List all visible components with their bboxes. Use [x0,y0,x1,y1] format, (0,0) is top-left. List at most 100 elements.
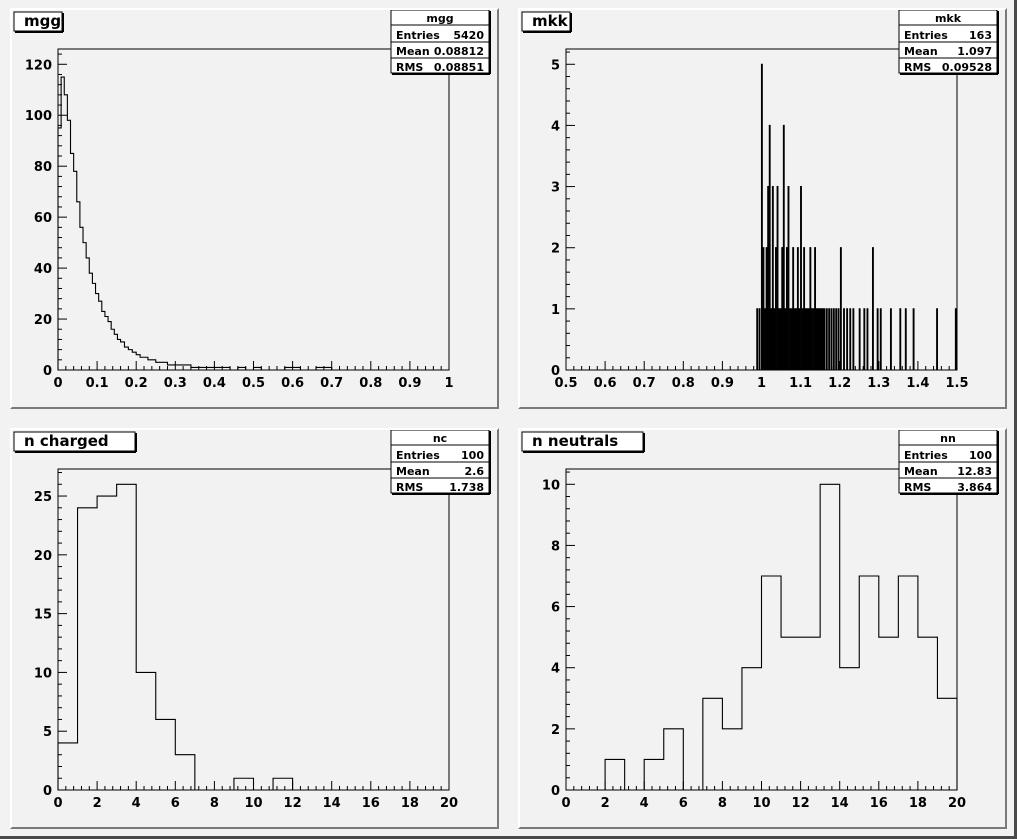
stats-label: Mean [904,45,938,58]
y-tick-label: 100 [25,109,52,124]
chart-title: mkk [532,12,569,30]
x-tick-label: 18 [401,796,419,811]
y-tick-label: 10 [34,666,52,681]
x-tick-label: 0.9 [711,376,734,391]
x-tick-label: 0 [561,796,570,811]
pad-n-charged: 0 2 4 6 8 10 12 14 16 18 20 0 5 10 15 20 25 n charged nc En… [10,428,499,829]
histogram-bin [837,308,840,370]
histogram-bin [852,308,855,370]
stats-value: 12.83 [957,465,992,478]
histogram-bin [936,308,938,370]
chart-title: mgg [24,12,61,30]
histogram-bin [866,308,869,370]
histogram-bin [789,308,791,370]
histogram-bin [825,308,828,370]
pad-mkk: 0.5 0.6 0.7 0.8 0.9 1 1.1 1.2 1.3 1.4 1.5 0 1 2 3 4 5 mkk… [518,8,1007,409]
y-tick-label: 0 [43,364,52,379]
stats-value: 2.6 [465,465,485,478]
histogram-bin [771,186,774,370]
x-tick-label: 12 [792,796,810,811]
x-tick-label: 0.3 [164,376,187,391]
histogram-bin [832,308,835,370]
histogram-bin [843,308,845,370]
y-tick-label: 80 [34,160,52,175]
chart-title: n neutrals [532,432,618,450]
histogram-bin [821,308,824,370]
x-tick-label: 0.8 [359,376,382,391]
histogram-bin [785,247,788,370]
histogram-bin [775,247,777,370]
y-tick-label: 60 [34,211,52,226]
histogram-bin [810,308,813,370]
histogram-bin [776,186,779,370]
histogram-bin [846,308,849,370]
histogram-bin [879,308,882,370]
histogram-n-charged: 0 2 4 6 8 10 12 14 16 18 20 0 5 10 15 20 25 n charged nc En… [13,429,491,811]
histogram-bin [804,308,807,370]
x-tick-label: 0.6 [281,376,304,391]
x-tick-label: 20 [440,796,458,811]
histogram-bin [784,308,787,370]
x-tick-label: 0.8 [672,376,695,391]
stats-value: 1.738 [449,481,484,494]
histogram-bin [858,308,861,370]
histogram-bin [823,308,826,370]
x-tick-label: 0 [53,376,62,391]
y-tick-label: 5 [43,725,52,740]
pad-n-neutrals: 0 2 4 6 8 10 12 14 16 18 20 0 2 4 6 8 10 n neutrals nn Entr… [518,428,1007,829]
stats-value: 163 [969,29,992,42]
x-tick-label: 0.6 [594,376,617,391]
y-tick-label: 0 [551,364,560,379]
histogram-bin [764,308,766,370]
histogram-bin [787,186,790,370]
histogram-bin [818,308,821,370]
histogram-bin [806,308,809,370]
x-tick-label: 1.3 [867,376,890,391]
y-tick-label: 2 [551,242,560,257]
histogram-bin [782,124,785,370]
y-tick-label: 6 [551,601,560,616]
histogram-bin [815,308,818,370]
x-tick-label: 14 [831,796,849,811]
stats-value: 0.08851 [434,61,484,74]
histogram-outline [566,483,958,791]
stats-label: RMS [904,481,931,494]
y-tick-label: 0 [551,784,560,799]
stats-label: Entries [904,449,948,462]
stats-name: nn [940,432,956,445]
histogram-bin [756,308,759,370]
histogram-bin [768,124,771,370]
stats-label: RMS [396,481,423,494]
y-tick-label: 15 [34,608,52,623]
histogram-bin [904,308,907,370]
histogram-bin [807,308,810,370]
histogram-bin [889,308,892,370]
histogram-bin [954,308,957,370]
histogram-bin [762,247,765,370]
x-tick-label: 16 [362,796,380,811]
stats-label: Entries [904,29,948,42]
x-tick-label: 1.2 [828,376,851,391]
x-tick-label: 0.1 [86,376,109,391]
histogram-bin [798,308,801,370]
stats-name: mkk [935,12,962,25]
y-tick-label: 10 [542,478,560,493]
x-tick-label: 20 [948,796,966,811]
histogram-bin [835,308,838,370]
histogram-bin [809,247,812,370]
chart-title: n charged [24,432,109,450]
x-tick-label: 0.4 [203,376,226,391]
stats-label: Entries [396,29,440,42]
stats-value: 5420 [453,29,484,42]
histogram-bin [792,247,795,370]
stats-value: 1.097 [957,45,992,58]
x-tick-label: 0.9 [398,376,421,391]
x-tick-label: 0 [53,796,62,811]
histogram-bin [760,63,763,370]
histogram-bin [795,308,798,370]
stats-label: Mean [396,465,430,478]
histogram-bin [773,308,776,370]
stats-label: RMS [904,61,931,74]
histogram-mkk: 0.5 0.6 0.7 0.8 0.9 1 1.1 1.2 1.3 1.4 1.5 0 1 2 3 4 5 mkk… [521,9,999,391]
